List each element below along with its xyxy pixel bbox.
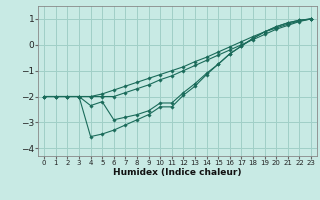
X-axis label: Humidex (Indice chaleur): Humidex (Indice chaleur) xyxy=(113,168,242,177)
